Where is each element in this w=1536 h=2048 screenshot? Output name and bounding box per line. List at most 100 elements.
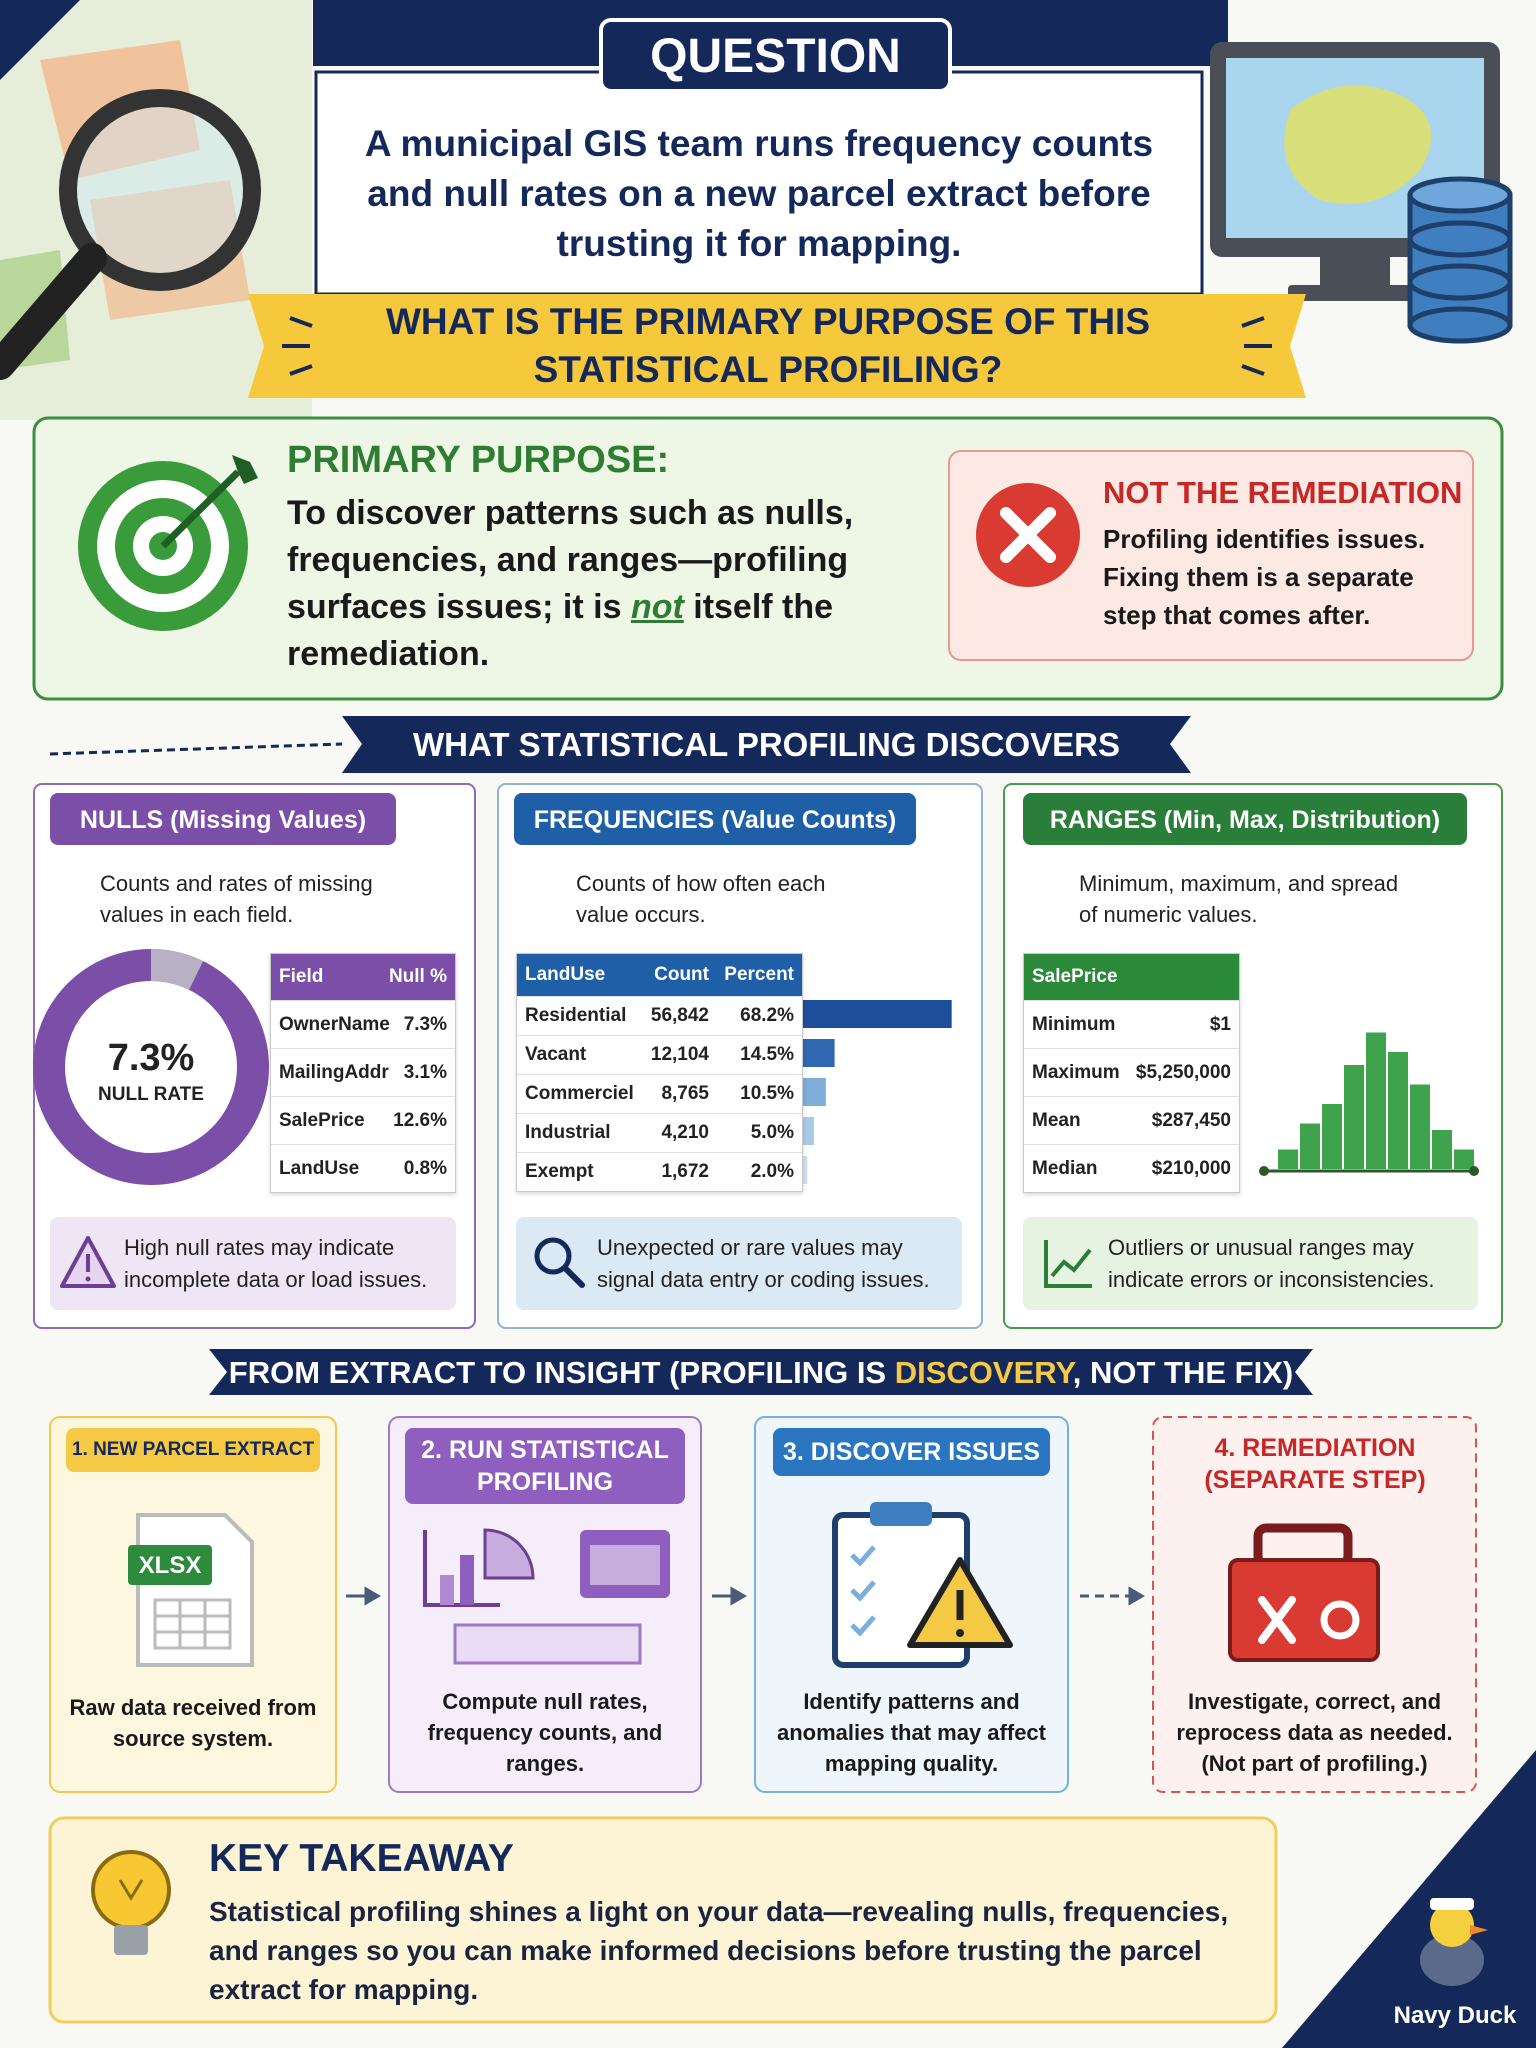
arrows — [346, 1586, 1145, 1606]
table-cell: 5.0% — [750, 1122, 794, 1143]
island — [1284, 85, 1432, 204]
section-banner — [342, 716, 1191, 773]
corner — [0, 0, 80, 80]
table-cell: $5,250,000 — [1135, 1061, 1231, 1083]
endpoint — [1259, 1166, 1269, 1176]
panel-title: NULLS (Missing Values) — [79, 806, 367, 834]
table-cell: 56,842 — [650, 1005, 709, 1026]
brand: Navy Duck — [1393, 2002, 1517, 2029]
text: To discover patterns such as nulls, freq… — [287, 494, 854, 626]
x-mark — [1000, 507, 1056, 563]
header-cell: Field — [279, 966, 324, 987]
panel-description: Counts and rates of missing values in ea… — [100, 871, 373, 927]
panel-note: High null rates may indicate incomplete … — [124, 1235, 428, 1292]
warning-icon — [60, 1236, 116, 1288]
table-cell: 68.2% — [740, 1005, 794, 1026]
histogram-bar — [1410, 1084, 1430, 1169]
note-text: Profiling identifies issues. Fixing them… — [1103, 524, 1426, 630]
step-title: 2. RUN STATISTICAL PROFILING — [421, 1436, 669, 1496]
table-cell: 12.6% — [393, 1109, 447, 1131]
table-cell: Maximum — [1032, 1061, 1120, 1083]
table-cell: Commerciel — [525, 1083, 634, 1104]
section-title: WHAT STATISTICAL PROFILING DISCOVERS — [412, 726, 1121, 763]
pill — [1023, 793, 1467, 845]
table-row: Industrial 4,210 5.0% — [517, 1113, 802, 1152]
note-title: NOT THE REMEDIATION — [1103, 475, 1463, 510]
endpoint — [1469, 1166, 1479, 1176]
panel-description: Minimum, maximum, and spread of numeric … — [1079, 871, 1399, 927]
table-cell: Median — [1032, 1157, 1098, 1179]
histogram-bar — [1432, 1130, 1452, 1169]
table-header: Field Null % — [271, 954, 455, 1000]
pill — [514, 793, 916, 845]
histogram-bar — [1278, 1149, 1298, 1169]
note-box — [948, 450, 1474, 661]
bulb-icon — [91, 1850, 171, 1955]
table-cell: Industrial — [525, 1122, 611, 1143]
header-cell: Percent — [724, 964, 794, 985]
table-cell: Minimum — [1032, 1013, 1116, 1035]
histogram-bar — [1388, 1052, 1408, 1169]
table-cell: 2.0% — [750, 1161, 794, 1182]
question: A municipal GIS team runs frequency coun… — [364, 123, 1154, 264]
bar — [803, 1000, 952, 1028]
table-row: Minimum $1 — [1024, 1000, 1239, 1048]
table-row: SalePrice 12.6% — [271, 1096, 455, 1144]
rate-caption: NULL RATE — [98, 1084, 204, 1105]
badge-text: QUESTION — [650, 30, 901, 83]
answer-title: PRIMARY PURPOSE: — [287, 439, 670, 481]
histogram-bar — [1454, 1149, 1474, 1169]
table-cell: 3.1% — [403, 1061, 447, 1083]
header-cell: LandUse — [525, 964, 606, 985]
histogram-bar — [1366, 1032, 1386, 1169]
table: SalePrice Minimum $1 Maximum $5,250,000 Mean $… — [1023, 953, 1240, 1193]
table-cell: 4,210 — [661, 1122, 709, 1143]
bar — [803, 1156, 808, 1184]
clipboard-icon — [832, 1502, 1013, 1668]
table-row: MailingAddr 3.1% — [271, 1048, 455, 1096]
step-box — [388, 1416, 702, 1793]
table-cell: $210,000 — [1151, 1157, 1231, 1179]
note-box — [516, 1217, 962, 1310]
header-cell: Null % — [388, 966, 447, 987]
table-cell: 10.5% — [740, 1083, 794, 1104]
text: FROM EXTRACT TO INSIGHT (PROFILING IS — [228, 1355, 895, 1390]
panel-note: Unexpected or rare values may signal dat… — [597, 1235, 930, 1292]
table-row: Commerciel 8,765 10.5% — [517, 1074, 802, 1113]
takeaway-text: Statistical profiling shines a light on … — [209, 1896, 1229, 2005]
table-row: Vacant 12,104 14.5% — [517, 1035, 802, 1074]
table-cell: Residential — [525, 1005, 627, 1026]
dash-line — [49, 742, 343, 756]
table-cell: SalePrice — [279, 1109, 365, 1131]
toolbox-icon — [1228, 1523, 1380, 1662]
step-description: Raw data received from source system. — [69, 1695, 317, 1751]
panel-title: FREQUENCIES (Value Counts) — [533, 806, 897, 834]
question-box — [314, 70, 1204, 296]
table-row: Mean $287,450 — [1024, 1096, 1239, 1144]
table-cell: 1,672 — [661, 1161, 709, 1182]
step-title: 1. NEW PARCEL EXTRACT — [71, 1439, 315, 1460]
step-description: Investigate, correct, and reprocess data… — [1176, 1689, 1453, 1776]
table-cell: 7.3% — [403, 1013, 447, 1035]
table-cell: 0.8% — [403, 1157, 447, 1179]
highlight: DISCOVERY — [894, 1355, 1073, 1390]
table-cell: MailingAddr — [279, 1061, 389, 1083]
takeaway-box — [48, 1816, 1278, 2024]
table-cell: Exempt — [525, 1161, 594, 1182]
histogram-bar — [1300, 1123, 1320, 1169]
table-cell: OwnerName — [279, 1013, 390, 1035]
table-cell: Mean — [1032, 1109, 1081, 1131]
text: , NOT THE FIX) — [1072, 1355, 1294, 1390]
stand-base — [1288, 285, 1422, 301]
histogram-bar — [1322, 1104, 1342, 1169]
prompt: WHAT IS THE PRIMARY PURPOSE OF THIS STAT… — [385, 301, 1151, 390]
header-cell: Count — [654, 964, 709, 985]
table-cell: 12,104 — [650, 1044, 709, 1065]
duck-icon — [1420, 1898, 1488, 1986]
table-cell: Vacant — [525, 1044, 587, 1065]
step-description: Identify patterns and anomalies that may… — [777, 1689, 1046, 1776]
table-cell: $287,450 — [1151, 1109, 1231, 1131]
table-cell: LandUse — [279, 1157, 360, 1179]
